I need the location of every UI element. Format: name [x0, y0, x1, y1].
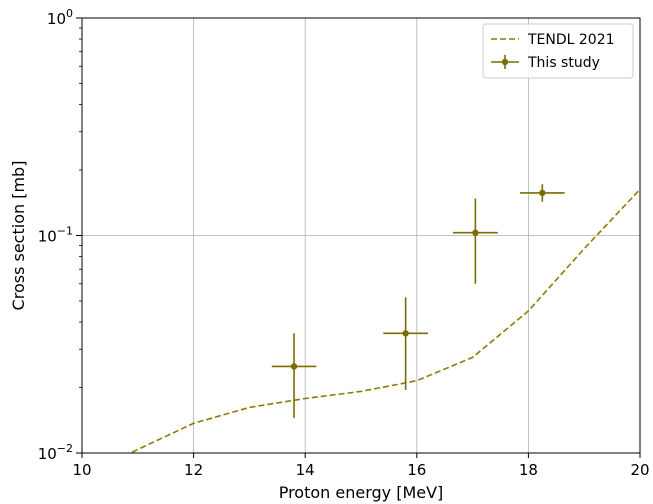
x-tick-label: 20 — [630, 461, 649, 479]
x-tick-label: 14 — [296, 461, 315, 479]
data-marker — [472, 229, 479, 236]
tendl-2021-line — [131, 188, 641, 453]
x-axis: 10 12 14 16 18 20 — [72, 453, 650, 479]
data-marker — [402, 330, 409, 337]
data-point — [520, 184, 565, 202]
y-axis: 10−2 10−1 100 — [38, 7, 82, 463]
x-tick-label: 18 — [519, 461, 538, 479]
legend-entry-tendl: TENDL 2021 — [527, 32, 615, 48]
legend-box — [482, 23, 634, 79]
data-marker — [539, 189, 546, 197]
data-point — [383, 297, 428, 390]
legend-entry-this-study: This study — [527, 55, 600, 71]
grid — [81, 17, 641, 454]
x-axis-label: Proton energy [MeV] — [279, 483, 444, 502]
data-marker — [290, 363, 298, 370]
data-point — [453, 198, 498, 284]
x-tick-label: 10 — [72, 461, 91, 479]
y-tick-label: 10−2 — [38, 442, 73, 463]
x-tick-label: 16 — [407, 461, 426, 479]
y-axis-label: Cross section [mb] — [9, 161, 28, 311]
legend: TENDL 2021 This study — [482, 23, 634, 79]
x-tick-label: 12 — [184, 461, 203, 479]
data-point — [271, 333, 317, 418]
legend-marker-swatch — [501, 58, 509, 66]
series-layer — [131, 184, 641, 453]
y-tick-label: 10−1 — [38, 225, 73, 246]
y-tick-label: 100 — [47, 7, 73, 28]
